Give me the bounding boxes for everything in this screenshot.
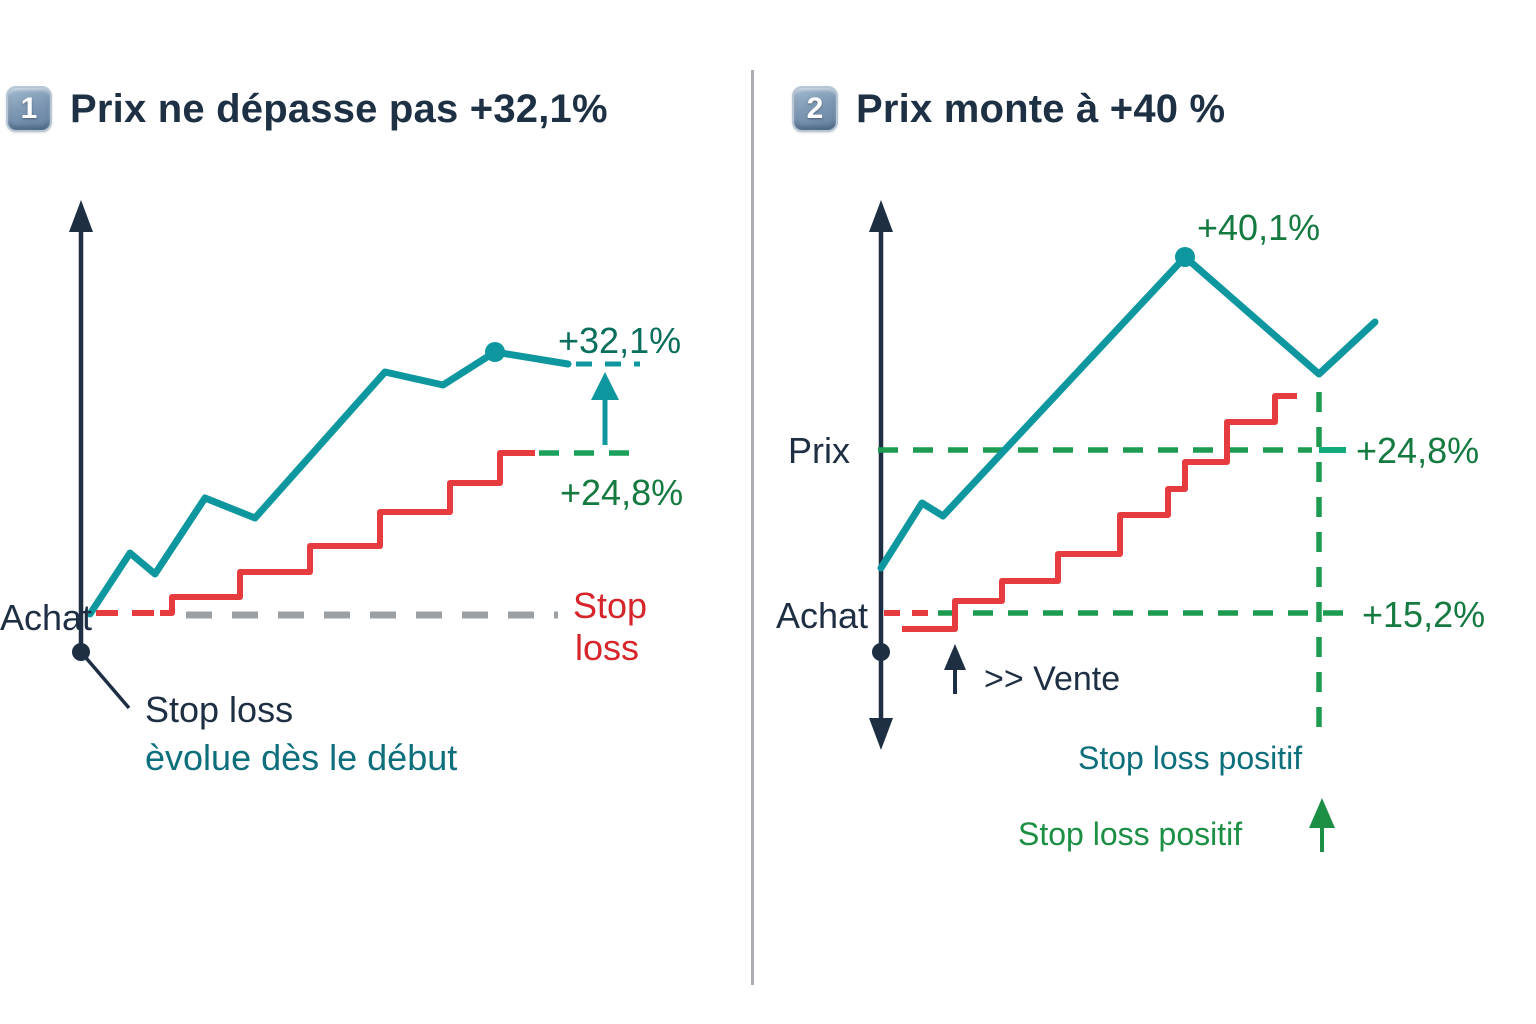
panel2-stop-loss-step-line	[902, 393, 1297, 632]
keycap-1-badge: 1	[6, 86, 52, 132]
panel2-axis-arrowhead-down	[869, 718, 893, 750]
panel2-peak-percent-label: +40,1%	[1197, 207, 1320, 248]
panel2-stop-positive-green-label: Stop loss positif	[1018, 816, 1242, 852]
panel1-callout-line2: èvolue dès le début	[145, 737, 457, 778]
panel2-price-line	[877, 253, 1379, 572]
panel2-entry-percent-label: +15,2%	[1362, 594, 1485, 635]
panel1-callout-line1: Stop loss	[145, 689, 293, 730]
panel2-header: 2 Prix monte à +40 %	[792, 86, 1225, 132]
panel2-vente-label: >> Vente	[984, 660, 1120, 698]
panel1-peak-percent-label: +32,1%	[558, 320, 681, 361]
panel2-sale-percent-label: +24,8%	[1356, 430, 1479, 471]
panel1-achat-label: Achat	[0, 597, 92, 638]
panel1-trail-percent-label: +24,8%	[560, 472, 683, 513]
panel1-chart: Achat +32,1% +24,8% Stop loss Stop loss …	[0, 200, 683, 778]
panel1-callout-pointer-line	[79, 650, 131, 710]
panel1-title: Prix ne dépasse pas +32,1%	[70, 86, 608, 131]
panel2-title: Prix monte à +40 %	[856, 86, 1226, 131]
panel1-header: 1 Prix ne dépasse pas +32,1%	[6, 86, 608, 132]
panel2-axis-arrowhead-up	[869, 200, 893, 232]
panel1-gain-arrow-head	[591, 372, 619, 400]
panel2-stop-positive-teal-label: Stop loss positif	[1078, 740, 1302, 776]
keycap-2-badge: 2	[792, 86, 838, 132]
panel2-stop-positive-arrow-head	[1309, 798, 1335, 828]
panel1-peak-dot	[485, 342, 505, 362]
panel2-peak-dot	[1175, 247, 1195, 267]
panel2-origin-dot	[872, 643, 890, 661]
panel-divider	[751, 70, 754, 985]
panel2-achat-label: Achat	[776, 595, 868, 636]
panel2-prix-label: Prix	[788, 430, 850, 471]
panel2-sell-arrow-head	[944, 644, 966, 670]
panel1-axis-arrowhead-up	[69, 200, 93, 232]
panel1-price-line	[86, 348, 572, 618]
panel1-stop-loss-step-line	[160, 450, 535, 616]
panel1-stop-loss-word2: loss	[575, 627, 639, 668]
panel2-chart: Prix Achat +40,1% +24,8% +15,2% >> Vente…	[776, 200, 1485, 852]
panel1-stop-loss-word1: Stop	[573, 585, 647, 626]
